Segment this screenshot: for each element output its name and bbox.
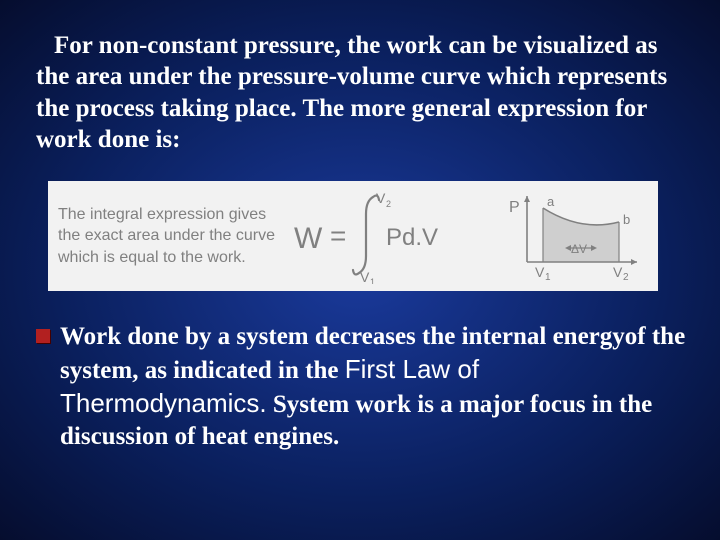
svg-text:2: 2 — [623, 272, 629, 282]
equation-diagram-panel: The integral expression gives the exact … — [48, 181, 658, 291]
slide-body: For non-constant pressure, the work can … — [0, 0, 720, 540]
svg-text:1: 1 — [545, 272, 551, 282]
intro-paragraph: For non-constant pressure, the work can … — [36, 30, 690, 155]
integral-expression: W=V2V1Pd.V — [290, 188, 480, 284]
svg-text:1: 1 — [370, 277, 375, 284]
svg-text:Pd.V: Pd.V — [386, 224, 438, 251]
diagram-caption: The integral expression gives the exact … — [58, 204, 278, 269]
pv-chart-svg: ΔVPabV1V2 — [497, 190, 647, 282]
svg-text:V: V — [535, 264, 545, 280]
svg-text:V: V — [376, 190, 386, 206]
svg-text:V: V — [613, 264, 623, 280]
integral-svg: W=V2V1Pd.V — [290, 188, 480, 284]
pv-chart: ΔVPabV1V2 — [492, 190, 652, 282]
svg-text:=: = — [330, 220, 346, 251]
svg-text:2: 2 — [386, 199, 391, 209]
svg-text:b: b — [623, 212, 630, 227]
svg-text:ΔV: ΔV — [571, 242, 587, 256]
svg-text:V: V — [360, 269, 370, 284]
bullet-icon — [36, 329, 50, 343]
bullet-text: Work done by a system decreases the inte… — [60, 321, 690, 453]
svg-text:a: a — [547, 194, 555, 209]
svg-text:P: P — [509, 199, 520, 216]
svg-text:W: W — [294, 222, 323, 255]
bullet-item: Work done by a system decreases the inte… — [36, 321, 690, 453]
